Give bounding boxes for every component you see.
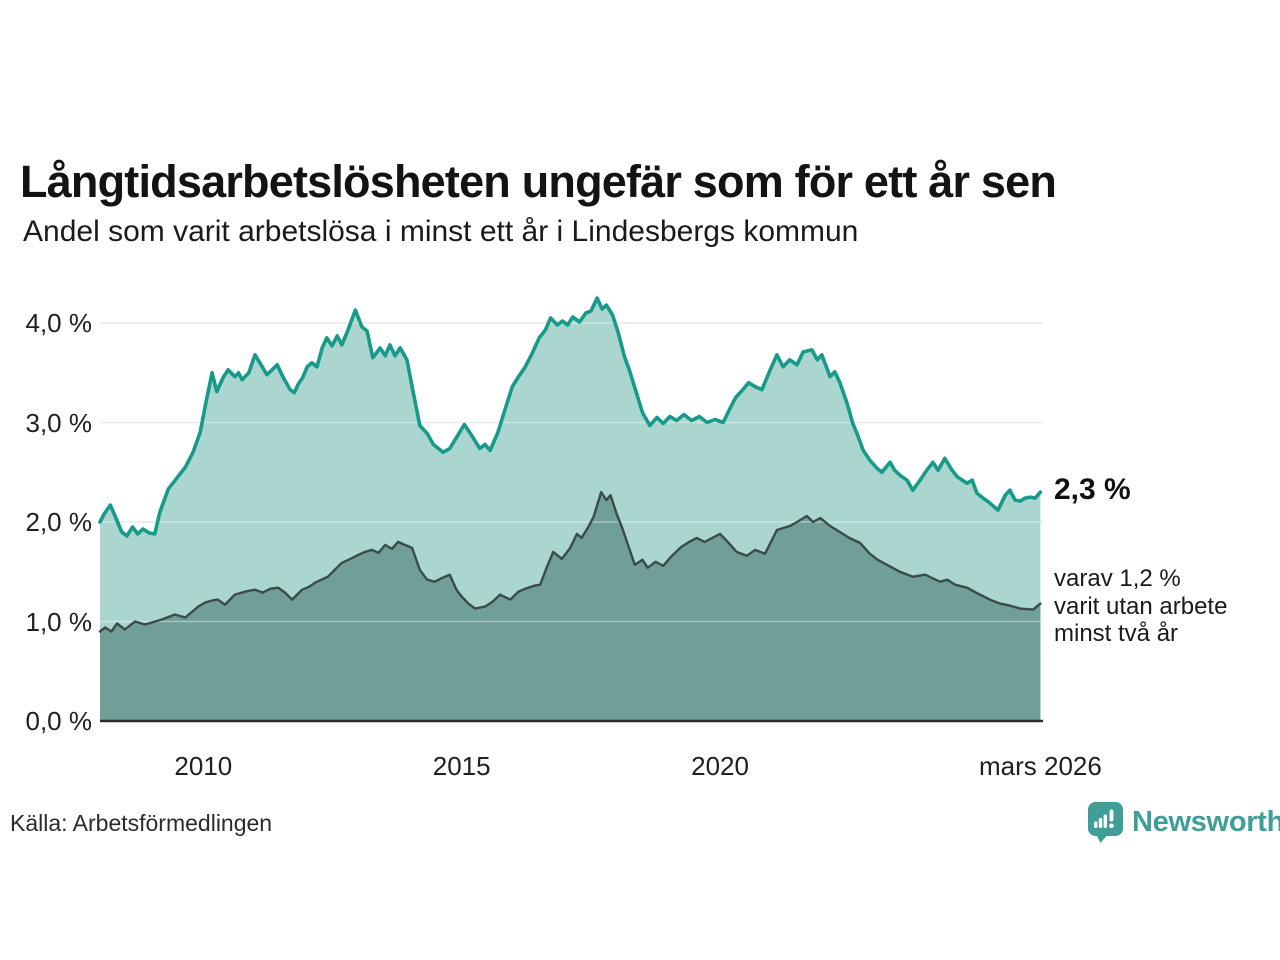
brand-lockup: Newsworthy bbox=[1087, 801, 1280, 844]
x-tick-label: 2015 bbox=[432, 751, 491, 781]
brand-name: Newsworthy bbox=[1132, 806, 1280, 838]
y-tick-label: 1,0 % bbox=[25, 606, 93, 637]
x-tick-label: 2010 bbox=[174, 751, 233, 781]
annotation-line: minst två år bbox=[1054, 620, 1179, 647]
x-tick-label: 2020 bbox=[691, 751, 749, 781]
y-tick-label: 0,0 % bbox=[25, 706, 93, 736]
annotation-two-years: varav 1,2 % varit utan arbete minst två … bbox=[1054, 565, 1227, 648]
bar-chart-speech-bubble-icon bbox=[1088, 802, 1123, 843]
area-two-years-plus bbox=[100, 492, 1041, 721]
annotation-latest-total: 2,3 % bbox=[1054, 473, 1131, 506]
annotation-line: varav 1,2 % bbox=[1054, 565, 1181, 592]
y-tick-label: 3,0 % bbox=[25, 407, 93, 438]
chart-subtitle: Andel som varit arbetslösa i minst ett å… bbox=[23, 215, 859, 248]
y-tick-label: 2,0 % bbox=[25, 507, 93, 537]
x-tick-label: mars 2026 bbox=[978, 751, 1102, 781]
y-tick-label: 4,0 % bbox=[25, 308, 93, 338]
source-note: Källa: Arbetsförmedlingen bbox=[10, 810, 273, 836]
page-title: Långtidsarbetslösheten ungefär som för e… bbox=[20, 156, 1057, 208]
line-two-years-plus bbox=[98, 490, 1042, 633]
annotation-line: varit utan arbete bbox=[1054, 592, 1228, 620]
line-total-long-term bbox=[98, 296, 1043, 538]
